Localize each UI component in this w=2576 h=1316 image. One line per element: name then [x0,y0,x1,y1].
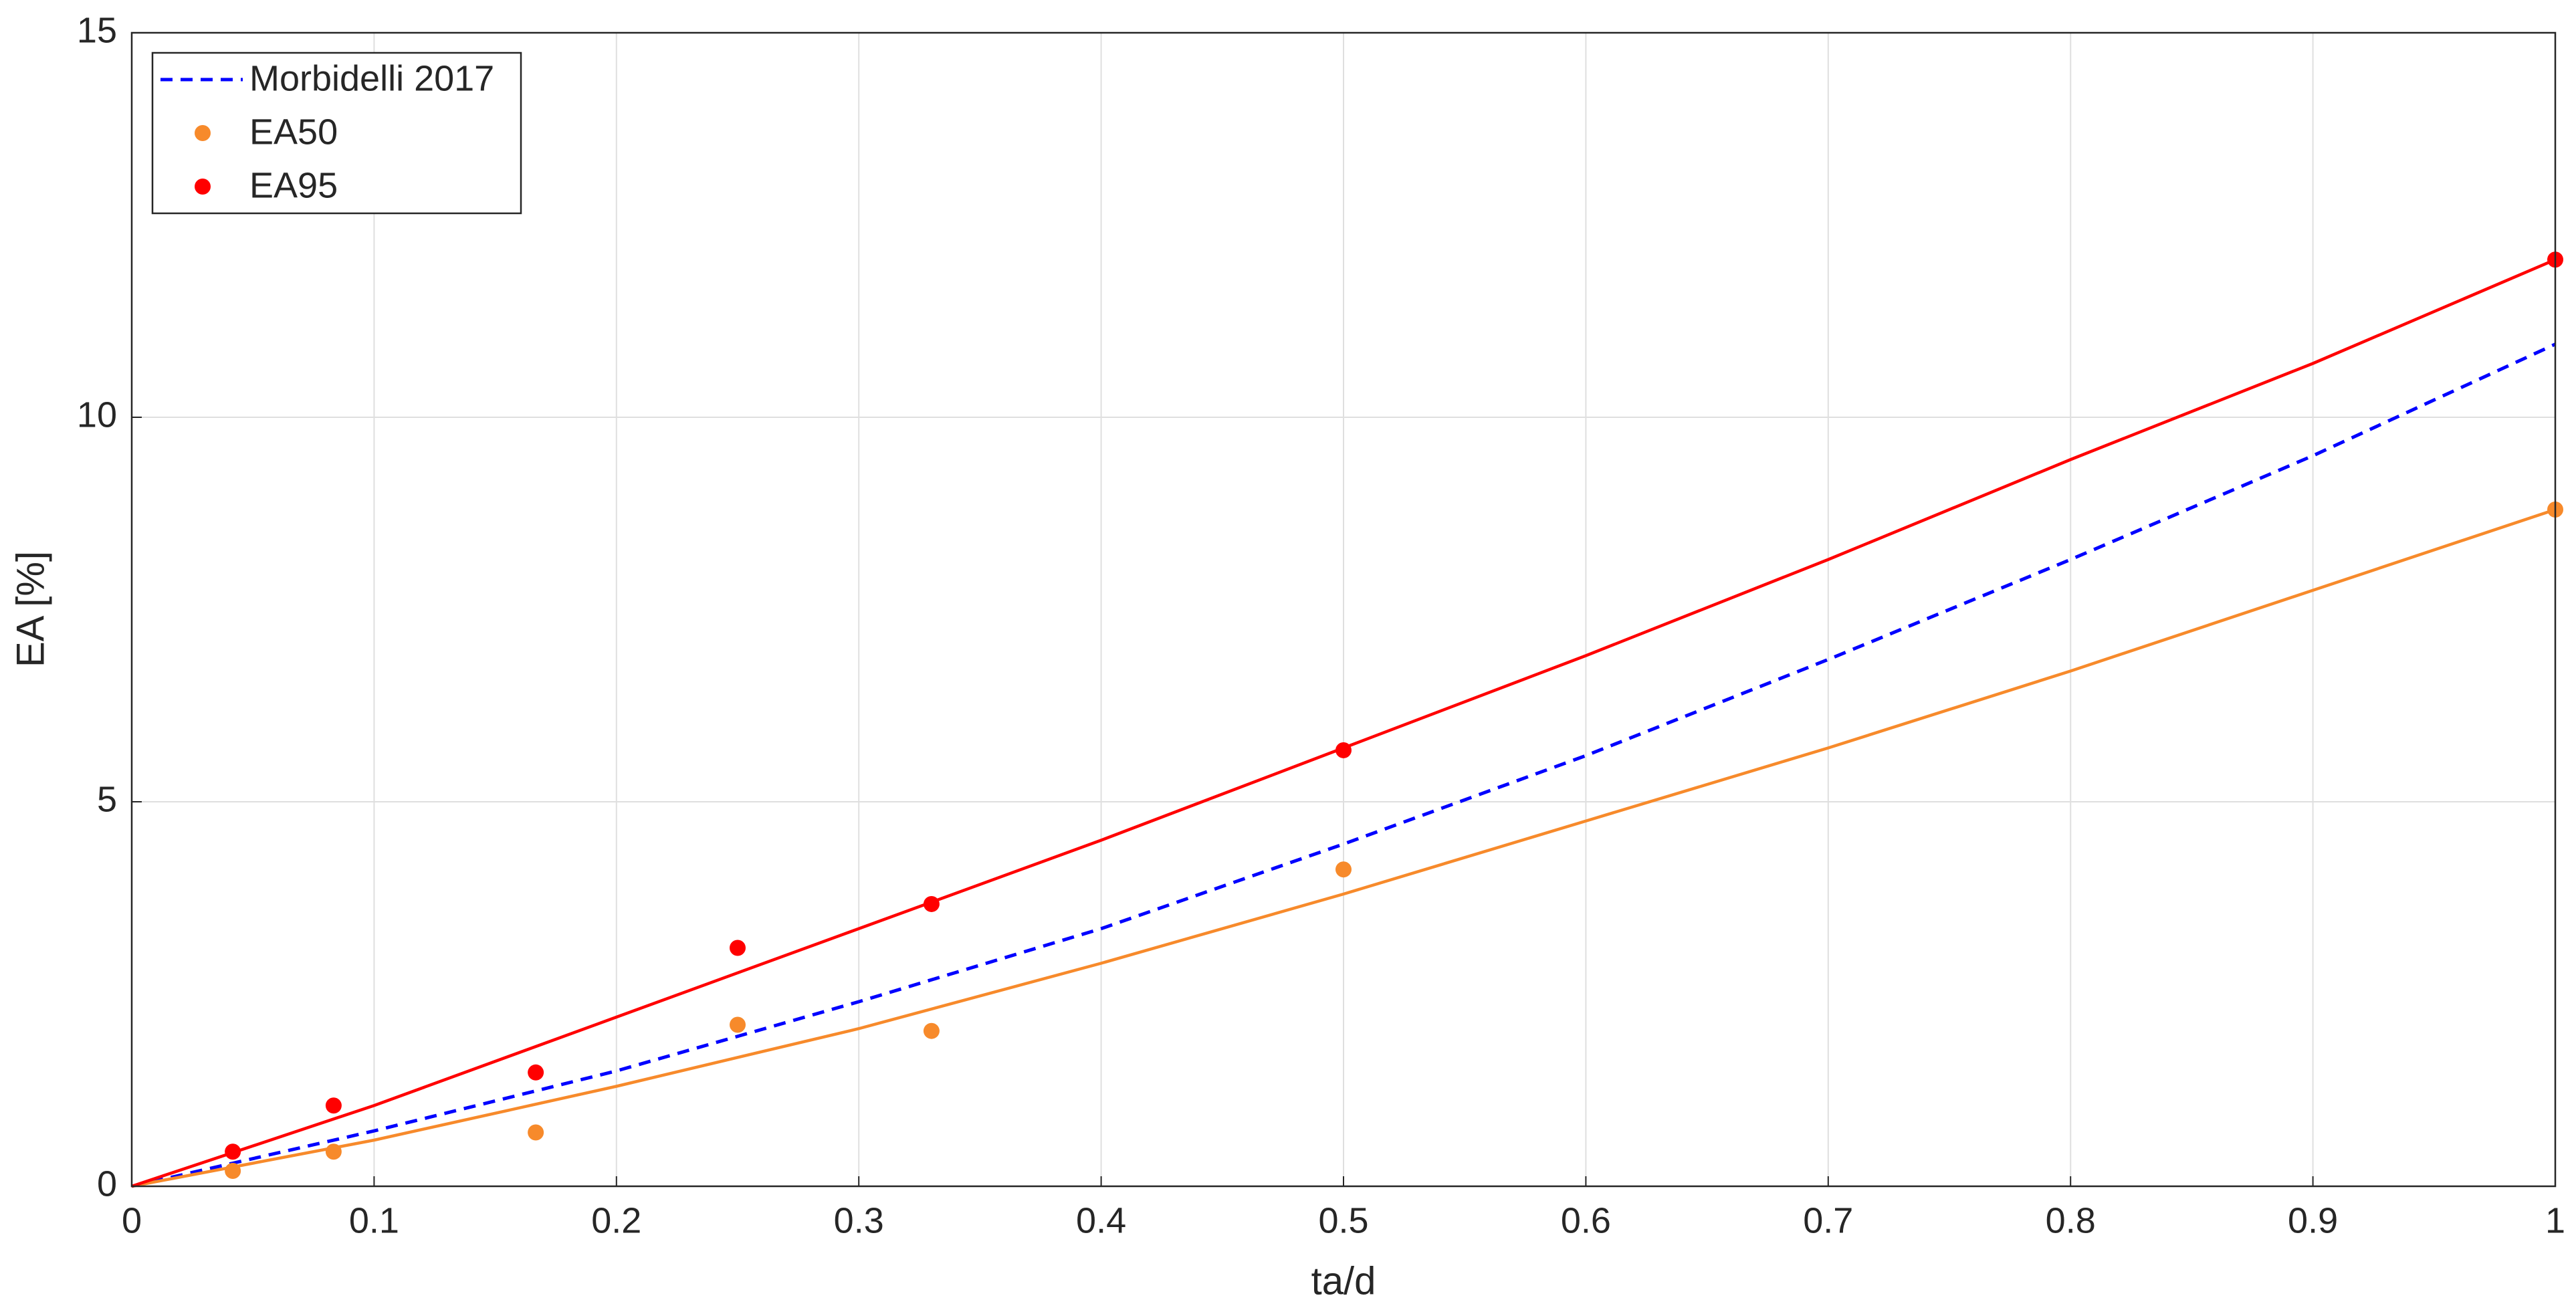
x-tick-label: 0.2 [591,1200,641,1240]
legend-label: EA95 [249,165,338,205]
y-axis-label: EA [%] [9,551,52,667]
legend-marker [195,125,211,141]
data-point [923,1022,940,1039]
legend: Morbidelli 2017 EA50 EA95 [151,51,522,215]
x-tick-label: 0.4 [1076,1200,1126,1240]
axes-box [130,31,2557,1188]
x-axis-label: ta/d [1311,1259,1376,1303]
y-tick-label: 5 [97,779,117,819]
y-tick-label: 0 [97,1164,117,1204]
data-line [131,508,2556,1188]
x-tick-label: 0.9 [2288,1200,2338,1240]
x-tick-label: 1 [2545,1200,2565,1240]
x-tick-label: 0 [122,1200,142,1240]
data-point [1335,861,1352,878]
data-point [730,940,746,956]
data-point [325,1097,342,1114]
data-point [528,1124,544,1141]
legend-label: EA50 [249,112,338,152]
x-tick-label: 0.1 [349,1200,399,1240]
data-line [131,258,2556,1188]
x-tick-label: 0.5 [1318,1200,1368,1240]
legend-marker [195,179,211,195]
x-tick-label: 0.6 [1561,1200,1611,1240]
y-tick-label: 10 [77,395,117,435]
legend-label: Morbidelli 2017 [249,58,494,98]
legend-box [151,51,522,215]
x-tick-label: 0.7 [1803,1200,1853,1240]
x-tick-label: 0.8 [2046,1200,2096,1240]
data-line [131,342,2557,1188]
x-tick-label: 0.3 [834,1200,884,1240]
data-point [730,1016,746,1033]
data-point [528,1064,544,1081]
y-tick-label: 15 [77,10,117,50]
